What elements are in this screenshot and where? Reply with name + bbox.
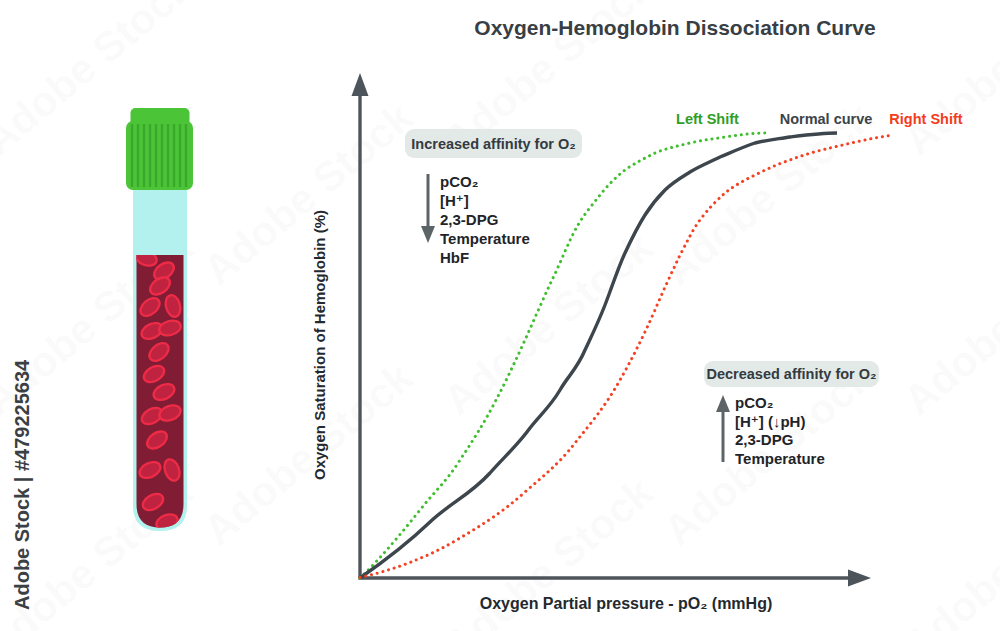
diagram-canvas — [0, 0, 1000, 631]
decreased-affinity-box: Decreased affinity for O₂ — [704, 361, 879, 387]
factor-item: 2,3-DPG — [440, 210, 530, 229]
curve-normal — [360, 133, 837, 578]
increased-affinity-box: Increased affinity for O₂ — [405, 129, 582, 158]
factor-item: pCO₂ — [440, 172, 530, 191]
label-right-shift: Right Shift — [876, 111, 976, 127]
increased-factors-list: pCO₂ [H⁺] 2,3-DPG Temperature HbF — [440, 172, 530, 267]
blood-tube-illustration — [126, 108, 193, 532]
page: Adobe Stock Adobe Stock Adobe Stock Adob… — [0, 0, 1000, 631]
decreased-factors-list: pCO₂ [H⁺] (↓pH) 2,3-DPG Temperature — [735, 394, 825, 468]
curve-left-shift — [360, 133, 766, 578]
increase-arrow-icon — [716, 395, 730, 462]
factor-item: 2,3-DPG — [735, 431, 825, 450]
y-axis-label: Oxygen Saturation of Hemoglobin (%) — [311, 170, 331, 520]
factor-item: Temperature — [440, 229, 530, 248]
factor-item: HbF — [440, 248, 530, 267]
tube-cap — [126, 108, 193, 190]
label-normal-curve: Normal curve — [776, 111, 876, 127]
factor-item: [H⁺] — [440, 191, 530, 210]
decrease-arrow-icon — [421, 174, 435, 243]
factor-item: [H⁺] (↓pH) — [735, 413, 825, 432]
factor-item: Temperature — [735, 450, 825, 469]
factor-item: pCO₂ — [735, 394, 825, 413]
label-left-shift: Left Shift — [660, 111, 755, 127]
x-axis-label: Oxygen Partial pressure - pO₂ (mmHg) — [426, 595, 826, 613]
